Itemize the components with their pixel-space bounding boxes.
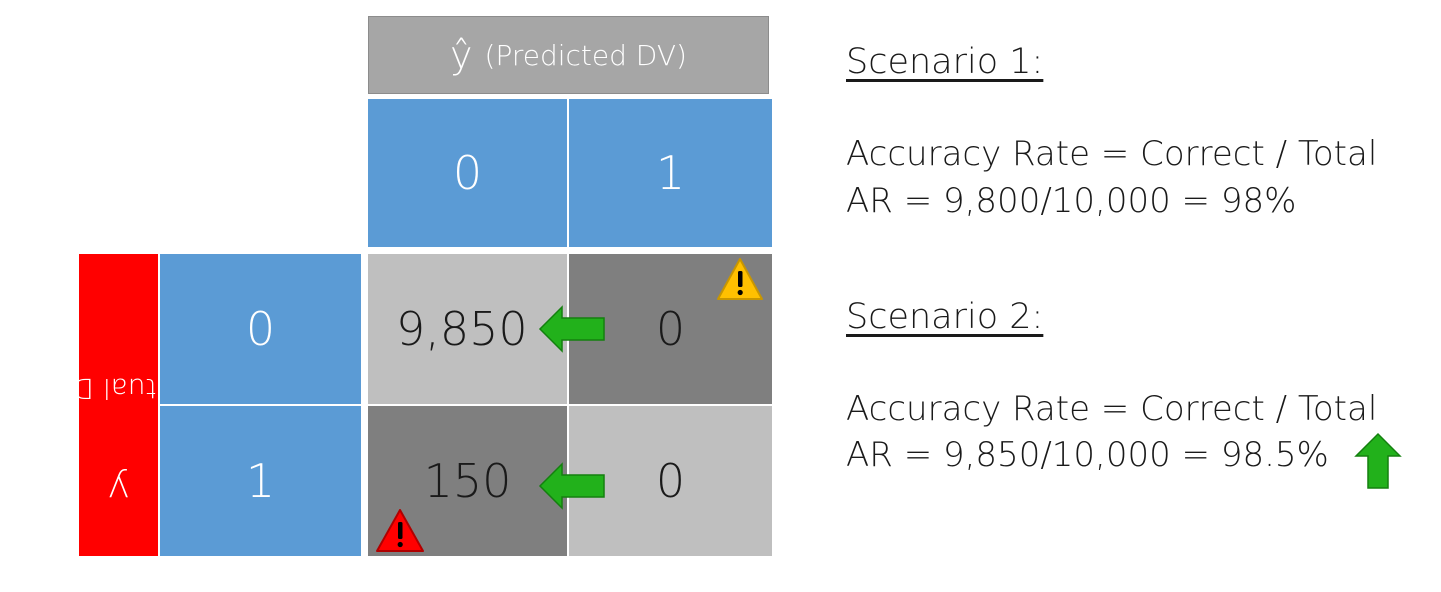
- scenario-1-result: AR = 9,800/10,000 = 98%: [846, 181, 1297, 221]
- predicted-dv-header: ŷ (Predicted DV): [368, 16, 769, 94]
- cell-true-positive: 0: [569, 406, 772, 556]
- predicted-label: (Predicted DV): [484, 38, 687, 72]
- yellow-warning-icon: [717, 258, 763, 300]
- scenario-2-result: AR = 9,850/10,000 = 98.5%: [846, 435, 1329, 475]
- green-arrow-up-icon: [1354, 432, 1402, 489]
- scenario-2-formula: Accuracy Rate = Correct / Total: [846, 389, 1378, 429]
- predicted-symbol: ŷ: [450, 33, 473, 77]
- predicted-class-0: 0: [368, 99, 567, 247]
- actual-class-1: 1: [160, 406, 361, 556]
- scenario-2-heading: Scenario 2:: [846, 297, 1044, 337]
- predicted-class-1: 1: [569, 99, 772, 247]
- red-warning-icon: [376, 509, 424, 552]
- green-arrow-left-icon: [538, 305, 605, 353]
- cell-true-negative: 9,850: [368, 254, 567, 404]
- actual-dv-header: y(Actual DV): [43, 254, 201, 556]
- actual-symbol: y: [107, 467, 130, 512]
- scenario-1-formula: Accuracy Rate = Correct / Total: [846, 134, 1378, 174]
- green-arrow-left-icon: [538, 462, 605, 510]
- scenario-1-heading: Scenario 1:: [846, 42, 1044, 82]
- actual-class-0: 0: [160, 254, 361, 404]
